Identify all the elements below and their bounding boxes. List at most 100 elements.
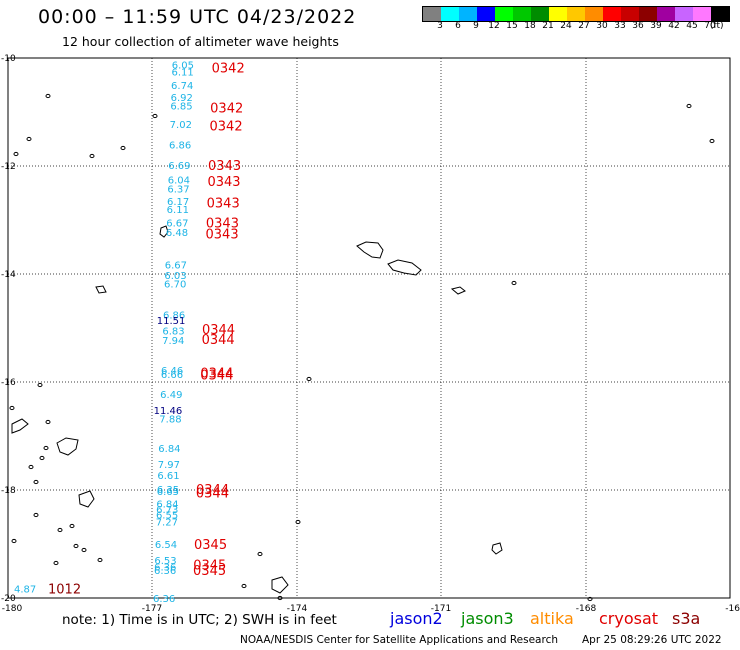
wave-height-label: 7.94 xyxy=(162,336,184,347)
islet-outline xyxy=(295,519,301,525)
islet-outline xyxy=(37,382,43,388)
islet-outline xyxy=(152,113,158,119)
wave-height-label: 6.66 xyxy=(161,370,183,381)
islet-outline xyxy=(120,145,126,151)
observation-time-label: 0345 xyxy=(193,564,226,579)
legend-entry-s3a: s3a xyxy=(672,609,701,628)
wave-height-label: 6.84 xyxy=(158,444,180,455)
islet-outline xyxy=(57,527,63,533)
island-outline xyxy=(159,225,169,238)
legend-entry-jason3: jason3 xyxy=(461,609,514,628)
islet-outline xyxy=(13,151,19,157)
colorbar-unit: (ft) xyxy=(710,21,724,31)
legend-entry-altika: altika xyxy=(530,609,574,628)
wave-height-label-high: 11.51 xyxy=(157,316,186,327)
colorbar-swatch xyxy=(459,7,477,21)
wave-height-label: 6.70 xyxy=(164,280,186,291)
colorbar-label: 3 xyxy=(437,21,443,31)
footnote: note: 1) Time is in UTC; 2) SWH is in fe… xyxy=(62,612,337,628)
colorbar-label: 21 xyxy=(542,21,554,31)
wave-height-label-high: 11.46 xyxy=(154,406,183,417)
island-outline xyxy=(271,576,289,594)
islet-outline xyxy=(33,479,39,485)
observation-time-label: 0343 xyxy=(207,175,240,190)
wave-height-label: 6.04 xyxy=(168,176,190,187)
observation-time-label: 0344 xyxy=(202,333,235,348)
colorbar-swatch xyxy=(675,7,693,21)
colorbar-swatch xyxy=(513,7,531,21)
islet-outline xyxy=(11,538,17,544)
wave-height-label: 6.83 xyxy=(162,327,184,338)
page-title: 00:00 – 11:59 UTC 04/23/2022 xyxy=(38,6,357,28)
colorbar-label: 39 xyxy=(650,21,662,31)
islet-outline xyxy=(45,93,51,99)
islet-outline xyxy=(306,376,312,382)
observation-time-label: 0344 xyxy=(202,323,235,338)
wave-height-label: 6.86 xyxy=(169,140,191,151)
wave-height-label: 6.86 xyxy=(163,311,185,322)
islet-outline xyxy=(26,136,32,142)
islet-outline xyxy=(28,464,34,470)
observation-time-label: 0343 xyxy=(206,228,239,243)
islet-outline xyxy=(709,138,715,144)
colorbar-label: 33 xyxy=(614,21,626,31)
wave-height-label: 6.74 xyxy=(171,81,193,92)
longitude-tick-label: -177 xyxy=(142,604,162,614)
colorbar-label: 9 xyxy=(473,21,479,31)
wave-height-label: 6.61 xyxy=(157,471,179,482)
observation-time-label: 0342 xyxy=(212,62,245,77)
island-outline xyxy=(11,418,29,434)
colorbar-label: 27 xyxy=(578,21,590,31)
latitude-tick-label: -14 xyxy=(1,270,16,280)
longitude-tick-label: -180 xyxy=(2,604,23,614)
wave-height-label: 4.87 xyxy=(14,584,36,595)
colorbar-swatch xyxy=(423,7,441,21)
colorbar-swatch xyxy=(441,7,459,21)
colorbar-swatch xyxy=(585,7,603,21)
colorbar-swatch xyxy=(477,7,495,21)
colorbar-label: 70 xyxy=(704,21,716,31)
observation-time-label: 0345 xyxy=(194,538,227,553)
longitude-tick-label: -174 xyxy=(287,604,308,614)
latitude-tick-label: -18 xyxy=(1,486,16,496)
wave-height-label: 7.97 xyxy=(158,460,180,471)
islet-outline xyxy=(43,445,49,451)
wave-height-label: 6.73 xyxy=(156,505,178,516)
colorbar-swatch xyxy=(693,7,711,21)
wave-height-label: 6.69 xyxy=(168,161,190,172)
islet-outline xyxy=(686,103,692,109)
wave-height-label: 6.11 xyxy=(167,205,189,216)
island-outline xyxy=(387,259,422,276)
island-outline xyxy=(356,241,384,259)
islet-outline xyxy=(9,405,15,411)
latitude-tick-label: -12 xyxy=(1,162,16,172)
wave-height-label: 7.02 xyxy=(170,120,192,131)
wave-height-label: 6.92 xyxy=(171,93,193,104)
wave-height-label: 6.85 xyxy=(170,102,192,113)
islet-outline xyxy=(33,512,39,518)
colorbar-label: 6 xyxy=(455,21,461,31)
islet-outline xyxy=(587,596,593,602)
wave-height-label: 6.36 xyxy=(154,563,176,574)
wave-height-label: 6.11 xyxy=(172,68,194,79)
generated-timestamp: Apr 25 08:29:26 UTC 2022 xyxy=(582,634,722,646)
observation-time-label: 0343 xyxy=(207,197,240,212)
wave-height-label: 6.46 xyxy=(161,366,183,377)
colorbar-label: 24 xyxy=(560,21,572,31)
wave-height-label: 6.53 xyxy=(154,556,176,567)
wave-height-label: 6.55 xyxy=(156,510,178,521)
observation-time-label: 0345 xyxy=(193,559,226,574)
wave-height-label: 6.48 xyxy=(166,228,188,239)
page-subtitle: 12 hour collection of altimeter wave hei… xyxy=(62,34,339,49)
wave-height-label: 7.27 xyxy=(156,517,178,528)
legend-entry-cryosat: cryosat xyxy=(599,609,659,628)
observation-time-label: 0342 xyxy=(210,120,243,135)
longitude-tick-label: -168 xyxy=(576,604,597,614)
colorbar-swatch xyxy=(621,7,639,21)
wave-height-label: 6.84 xyxy=(156,500,178,511)
islet-outline xyxy=(277,595,283,601)
observation-time-label: 0344 xyxy=(196,487,229,502)
islet-outline xyxy=(73,543,79,549)
longitude-tick-label: -16 xyxy=(725,604,740,614)
wave-height-label: 6.17 xyxy=(167,197,189,208)
